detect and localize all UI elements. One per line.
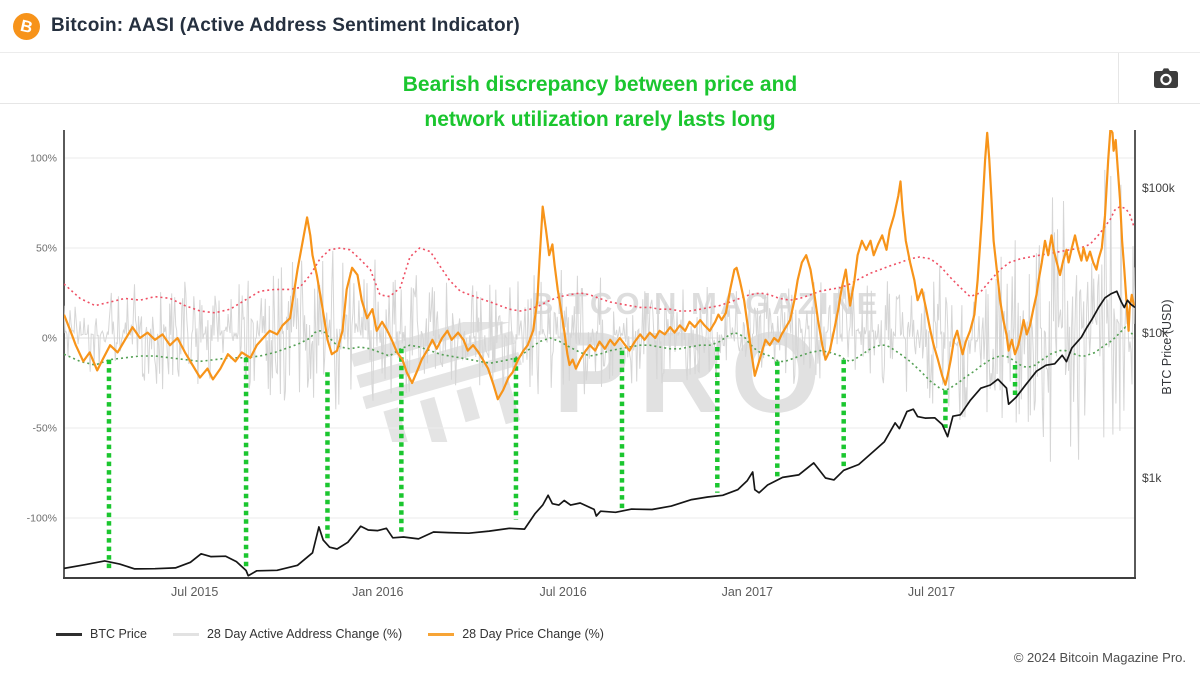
left-axis-tick: 100% bbox=[30, 153, 57, 165]
right-axis-title: BTC Price (USD) bbox=[1160, 299, 1174, 394]
legend-swatch bbox=[428, 632, 455, 636]
page-title: Bitcoin: AASI (Active Address Sentiment … bbox=[51, 15, 520, 36]
right-axis-tick: $1k bbox=[1142, 471, 1162, 485]
screenshot-button[interactable] bbox=[1146, 61, 1186, 95]
watermark-logo-icon bbox=[350, 322, 522, 442]
left-axis-tick: -100% bbox=[27, 513, 57, 525]
camera-icon bbox=[1154, 68, 1178, 88]
left-axis-tick: 50% bbox=[36, 243, 57, 255]
legend-swatch bbox=[172, 632, 199, 636]
left-axis-tick: -50% bbox=[32, 423, 57, 435]
legend-label: BTC Price bbox=[90, 627, 147, 641]
toolbar-divider bbox=[1118, 52, 1119, 103]
x-axis-tick: Jan 2016 bbox=[352, 585, 403, 599]
chart-legend: BTC Price 28 Day Active Address Change (%… bbox=[56, 627, 604, 641]
legend-item-2[interactable]: 28 Day Price Change (%) bbox=[428, 627, 604, 641]
legend-label: 28 Day Price Change (%) bbox=[462, 627, 604, 641]
left-axis-tick: 0% bbox=[42, 333, 57, 345]
right-axis-tick: $100k bbox=[1142, 181, 1176, 195]
x-axis-tick: Jul 2016 bbox=[539, 585, 586, 599]
x-axis-tick: Jul 2015 bbox=[171, 585, 218, 599]
legend-item-1[interactable]: 28 Day Active Address Change (%) bbox=[172, 627, 403, 641]
bitcoin-logo-icon: B bbox=[13, 12, 40, 40]
svg-text:B: B bbox=[19, 16, 35, 36]
annotation-line-2: network utilization rarely lasts long bbox=[424, 108, 776, 131]
right-axis-tick: $10k bbox=[1142, 326, 1169, 340]
x-axis-tick: Jan 2017 bbox=[722, 585, 773, 599]
toolbar bbox=[0, 52, 1200, 104]
x-axis-tick: Jul 2017 bbox=[908, 585, 955, 599]
copyright-text: © 2024 Bitcoin Magazine Pro. bbox=[1013, 650, 1186, 665]
legend-item-0[interactable]: BTC Price bbox=[56, 627, 147, 641]
legend-label: 28 Day Active Address Change (%) bbox=[206, 627, 403, 641]
header: B Bitcoin: AASI (Active Address Sentimen… bbox=[0, 0, 1200, 53]
watermark-pro-text: PRO bbox=[553, 309, 830, 437]
legend-swatch bbox=[56, 632, 82, 636]
